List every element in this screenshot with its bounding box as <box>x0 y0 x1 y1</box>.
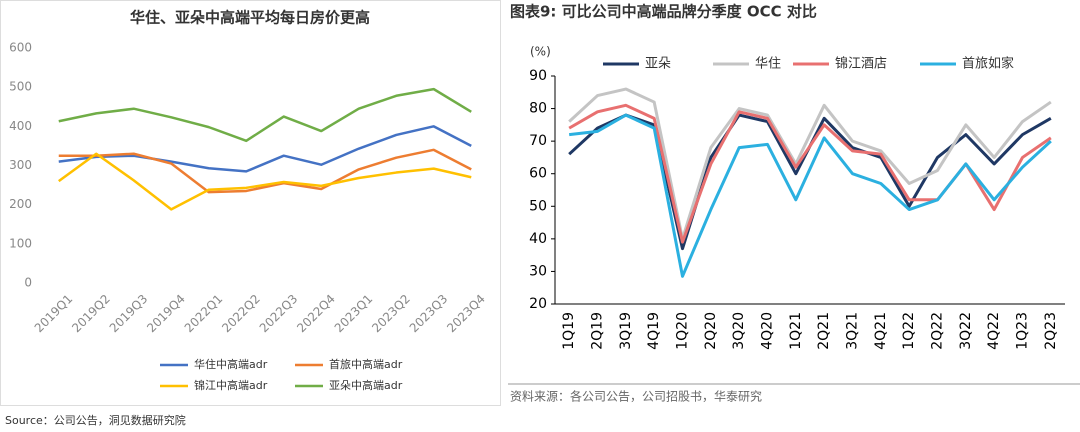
x-tick-label: 2Q23 <box>1043 312 1059 350</box>
source: 资料来源：各公司公告，公司招股书，华泰研究 <box>510 389 762 404</box>
y-tick-label: 90 <box>529 68 547 84</box>
chart-title: 华住、亚朵中高端平均每日房价更高 <box>130 9 370 27</box>
legend-label: 华住中高端adr <box>194 357 268 371</box>
x-tick-label: 2022Q4 <box>294 292 338 336</box>
legend-label: 华住 <box>755 57 781 72</box>
x-tick-label: 2Q20 <box>703 312 719 350</box>
y-tick-label: 20 <box>529 296 547 312</box>
legend-label: 亚朵中高端adr <box>329 378 403 392</box>
left-frame <box>0 0 501 406</box>
y-tick-label: 60 <box>529 166 547 182</box>
x-tick-label: 3Q21 <box>845 312 861 350</box>
y-tick-label: 600 <box>9 41 32 55</box>
y-tick-label: 400 <box>9 119 32 133</box>
x-tick-label: 2019Q2 <box>69 292 113 336</box>
x-tick-label: 2019Q1 <box>32 292 76 336</box>
legend-label: 亚朵 <box>645 57 671 72</box>
x-tick-label: 4Q20 <box>760 312 776 350</box>
series-line <box>58 152 472 211</box>
series-line <box>568 103 1052 244</box>
x-tick-label: 3Q20 <box>731 312 747 350</box>
x-tick-label: 3Q19 <box>618 312 634 350</box>
series-line <box>58 87 472 143</box>
source: Source：公司公告，洞见数据研究院 <box>5 413 186 427</box>
x-tick-label: 1Q23 <box>1015 312 1031 350</box>
y-tick-label: 300 <box>9 158 32 172</box>
series-line <box>568 113 1052 278</box>
x-tick-label: 1Q20 <box>675 312 691 350</box>
x-tick-label: 2023Q2 <box>369 292 413 336</box>
x-tick-label: 2022Q3 <box>257 292 301 336</box>
x-tick-label: 4Q22 <box>986 312 1002 350</box>
x-tick-label: 2022Q1 <box>182 292 226 336</box>
y-tick-label: 100 <box>9 236 32 250</box>
y-tick-label: 0 <box>24 276 32 290</box>
x-tick-label: 1Q22 <box>901 312 917 350</box>
y-tick-label: 50 <box>529 198 547 214</box>
y-axis-label: (%) <box>530 45 551 59</box>
x-tick-label: 1Q19 <box>561 312 577 350</box>
x-tick-label: 2023Q4 <box>444 292 488 336</box>
legend-label: 锦江中高端adr <box>194 378 268 392</box>
x-tick-label: 2023Q1 <box>332 292 376 336</box>
y-tick-label: 80 <box>529 101 547 117</box>
legend-label: 首旅如家 <box>962 56 1014 72</box>
chart-title: 图表9: 可比公司中高端品牌分季度 OCC 对比 <box>510 3 817 21</box>
series-line <box>568 87 1052 241</box>
x-tick-label: 2019Q3 <box>107 292 151 336</box>
x-tick-label: 4Q19 <box>646 312 662 350</box>
x-tick-label: 2019Q4 <box>144 292 188 336</box>
y-tick-label: 30 <box>529 263 547 279</box>
legend-label: 首旅中高端adr <box>329 357 403 371</box>
y-tick-label: 500 <box>9 80 32 94</box>
y-tick-label: 70 <box>529 133 547 149</box>
x-tick-label: 2023Q3 <box>407 292 451 336</box>
x-tick-label: 2Q19 <box>590 312 606 350</box>
series-line <box>58 148 472 194</box>
x-tick-label: 2Q21 <box>816 312 832 350</box>
x-tick-label: 2022Q2 <box>219 292 263 336</box>
y-tick-label: 40 <box>529 231 547 247</box>
x-tick-label: 2Q22 <box>930 312 946 350</box>
y-tick-label: 200 <box>9 197 32 211</box>
x-tick-label: 1Q21 <box>788 312 804 350</box>
x-tick-label: 3Q22 <box>958 312 974 350</box>
series-line <box>58 125 472 173</box>
x-tick-label: 4Q21 <box>873 312 889 350</box>
legend-label: 锦江酒店 <box>835 57 887 72</box>
